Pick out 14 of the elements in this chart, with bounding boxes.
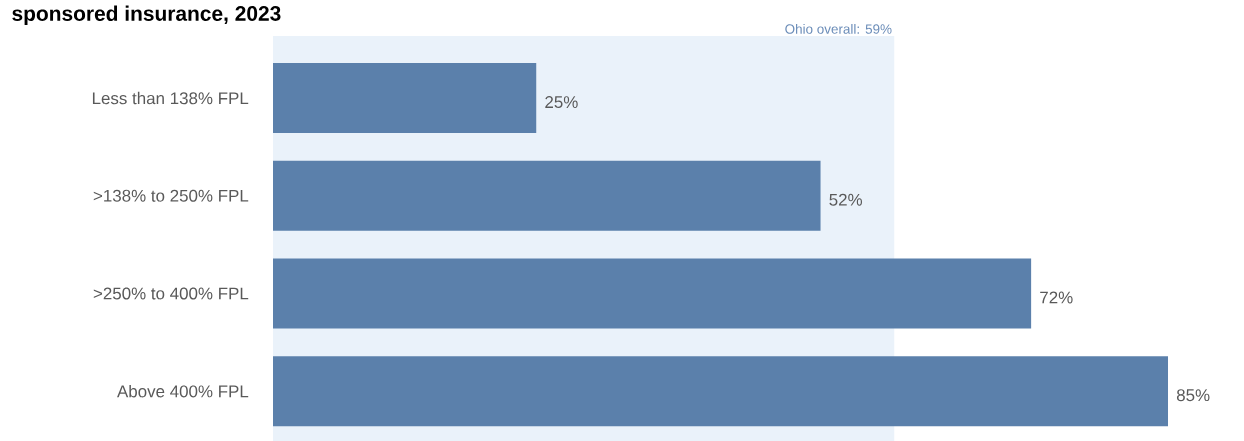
y-tick-label: >250% to 400% FPL bbox=[93, 287, 249, 300]
bar bbox=[273, 63, 537, 134]
data-label: 25% bbox=[545, 96, 578, 109]
y-tick-label: >138% to 250% FPL bbox=[93, 189, 249, 202]
bar bbox=[273, 160, 821, 231]
chart-title: sponsored insurance, 2023 bbox=[12, 5, 281, 26]
bar bbox=[273, 258, 1032, 329]
band-label: Ohio overall: 59% bbox=[785, 23, 892, 34]
data-label: 85% bbox=[1176, 389, 1210, 402]
y-tick-label: Above 400% FPL bbox=[117, 384, 249, 398]
bar bbox=[273, 356, 1169, 427]
data-label: 72% bbox=[1040, 291, 1073, 304]
data-label: 52% bbox=[829, 193, 863, 206]
y-tick-label: Less than 138% FPL bbox=[92, 91, 249, 105]
